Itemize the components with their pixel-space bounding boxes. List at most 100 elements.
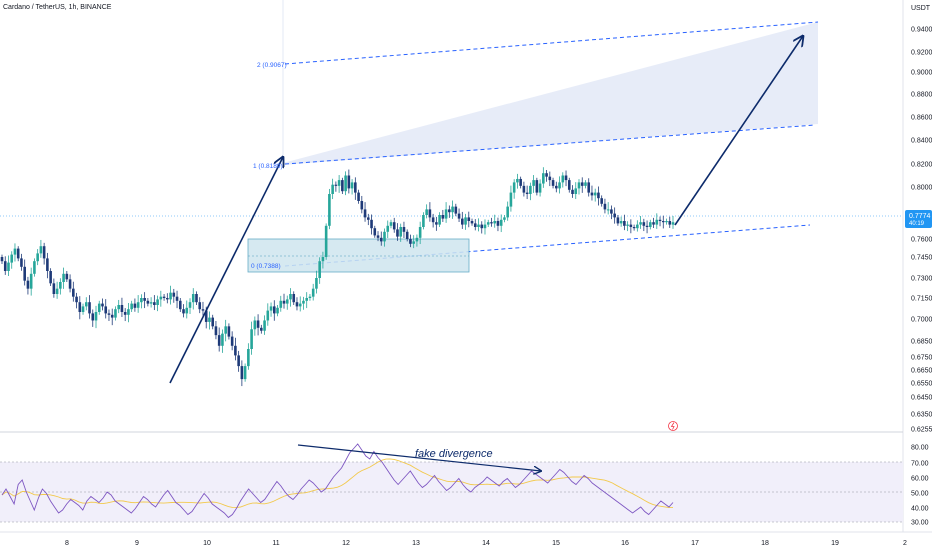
fib-level-1: 1 (0.8189) bbox=[253, 163, 283, 170]
price-tick-label: 0.8200 bbox=[911, 162, 932, 169]
candle-body bbox=[97, 303, 101, 312]
candle-body bbox=[555, 185, 558, 189]
candle-body bbox=[101, 303, 104, 307]
candle-body bbox=[72, 288, 75, 297]
candle-body bbox=[460, 218, 464, 225]
price-tick-label: 0.8000 bbox=[911, 185, 932, 192]
candle-body bbox=[33, 261, 36, 274]
candle-body bbox=[42, 246, 46, 259]
candle-body bbox=[146, 300, 150, 304]
candle-body bbox=[120, 305, 124, 312]
price-tick-label: 0.6350 bbox=[911, 412, 932, 419]
candle-body bbox=[331, 184, 334, 194]
price-tick-label: 0.8400 bbox=[911, 138, 932, 145]
price-tick-label: 0.7300 bbox=[911, 276, 932, 283]
candle-body bbox=[379, 237, 383, 242]
candle-body bbox=[46, 258, 49, 271]
candle-body bbox=[593, 192, 597, 196]
price-tick-label: 0.6650 bbox=[911, 368, 932, 375]
candle-body bbox=[292, 294, 296, 303]
candle-body bbox=[561, 175, 565, 183]
price-tick-label: 0.7000 bbox=[911, 317, 932, 324]
candle-body bbox=[373, 228, 377, 236]
candle-body bbox=[412, 241, 415, 244]
candle-body bbox=[483, 224, 487, 229]
time-tick-label: 15 bbox=[552, 540, 560, 547]
candle-body bbox=[431, 217, 435, 223]
candle-body bbox=[571, 189, 574, 194]
candle-body bbox=[110, 314, 114, 318]
candle-body bbox=[545, 173, 548, 177]
candle-body bbox=[185, 307, 189, 314]
candle-body bbox=[16, 248, 20, 259]
candle-body bbox=[334, 184, 338, 186]
candle-body bbox=[435, 222, 438, 225]
price-tick-label: 0.6255 bbox=[911, 427, 932, 434]
candle-body bbox=[577, 182, 581, 189]
candle-body bbox=[68, 279, 72, 289]
candle-body bbox=[318, 261, 321, 278]
time-tick-label: 17 bbox=[691, 540, 699, 547]
currency-label: USDT bbox=[911, 5, 931, 12]
candle-body bbox=[671, 222, 675, 225]
candle-body bbox=[668, 221, 672, 225]
fib-level-2: 2 (0.9067) bbox=[257, 62, 287, 69]
candle-body bbox=[558, 182, 561, 189]
candle-body bbox=[665, 221, 668, 223]
candle-body bbox=[451, 206, 454, 213]
candle-body bbox=[188, 302, 192, 308]
candle-body bbox=[240, 366, 244, 380]
candle-body bbox=[256, 320, 260, 328]
candle-body bbox=[470, 221, 474, 224]
candle-body bbox=[629, 224, 633, 227]
candle-body bbox=[52, 283, 56, 294]
candle-body bbox=[169, 292, 172, 300]
candle-body bbox=[153, 302, 156, 305]
candle-body bbox=[279, 300, 283, 308]
candle-body bbox=[409, 239, 412, 244]
candle-body bbox=[81, 306, 85, 312]
price-tick-label: 0.6750 bbox=[911, 355, 932, 362]
candle-body bbox=[39, 246, 43, 254]
candle-body bbox=[7, 262, 10, 271]
candle-body bbox=[486, 222, 490, 225]
candle-body bbox=[506, 206, 509, 218]
candle-body bbox=[88, 302, 91, 314]
candle-body bbox=[464, 217, 467, 225]
divergence-label: fake divergence bbox=[415, 448, 493, 460]
last-price-value: 0.7774 bbox=[909, 213, 931, 220]
candle-body bbox=[328, 194, 331, 226]
time-tick-label: 9 bbox=[135, 540, 139, 547]
candle-body bbox=[78, 302, 82, 312]
candle-body bbox=[308, 296, 312, 298]
time-tick-label: 14 bbox=[482, 540, 490, 547]
candle-body bbox=[496, 221, 500, 226]
candle-body bbox=[302, 300, 305, 304]
candle-body bbox=[597, 192, 600, 199]
candle-body bbox=[289, 294, 292, 300]
candle-body bbox=[551, 180, 555, 186]
candle-body bbox=[178, 300, 182, 310]
time-tick-label: 12 bbox=[342, 540, 350, 547]
candle-body bbox=[525, 192, 529, 194]
candle-body bbox=[535, 180, 539, 193]
candle-body bbox=[285, 299, 289, 304]
candle-body bbox=[117, 305, 120, 310]
candle-body bbox=[13, 248, 17, 255]
candle-body bbox=[143, 298, 146, 301]
candle-body bbox=[580, 182, 584, 186]
target-arrow bbox=[674, 36, 803, 226]
candle-body bbox=[473, 223, 477, 227]
candle-body bbox=[298, 303, 302, 307]
candle-body bbox=[587, 182, 591, 193]
candle-body bbox=[149, 302, 153, 304]
candle-body bbox=[123, 312, 127, 315]
candle-body bbox=[454, 206, 458, 214]
candle-body bbox=[214, 326, 218, 336]
candle-body bbox=[107, 313, 111, 315]
candle-body bbox=[405, 231, 409, 239]
candle-body bbox=[623, 221, 626, 226]
candle-body bbox=[234, 345, 237, 356]
time-tick-label: 13 bbox=[412, 540, 420, 547]
